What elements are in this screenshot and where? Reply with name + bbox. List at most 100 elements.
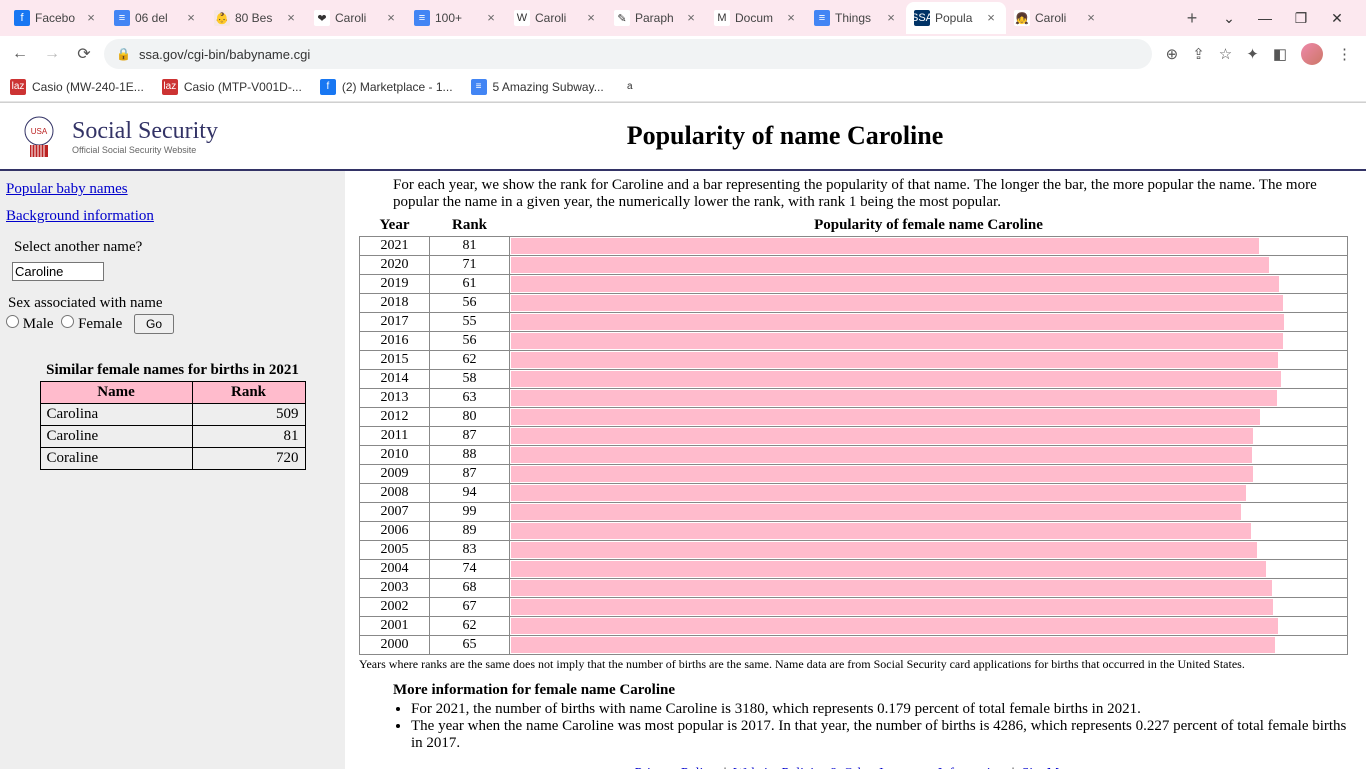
cell-rank: 62	[430, 617, 510, 636]
bookmark-item[interactable]: a	[622, 79, 644, 95]
cell-year: 2014	[360, 370, 430, 389]
cell-rank: 99	[430, 503, 510, 522]
tab-close-icon[interactable]: ×	[84, 11, 98, 25]
intro-text: For each year, we show the rank for Caro…	[359, 177, 1348, 211]
cell-rank: 71	[430, 256, 510, 275]
back-button[interactable]: ←	[8, 42, 32, 66]
minimize-button[interactable]: —	[1256, 10, 1274, 27]
cell-year: 2008	[360, 484, 430, 503]
table-row: 200368	[360, 579, 1348, 598]
bookmarks-bar: lazCasio (MW-240-1E... lazCasio (MTP-V001…	[0, 72, 1366, 102]
popularity-table: Year Rank Popularity of female name Caro…	[359, 215, 1348, 655]
tab-close-icon[interactable]: ×	[384, 11, 398, 25]
tab-close-icon[interactable]: ×	[284, 11, 298, 25]
cell-rank: 80	[430, 408, 510, 427]
svg-text:USA: USA	[31, 127, 48, 136]
profile-avatar[interactable]	[1301, 43, 1323, 65]
sidepanel-icon[interactable]: ◧	[1273, 45, 1287, 63]
bookmark-icon: a	[622, 79, 638, 95]
cell-rank: 61	[430, 275, 510, 294]
forward-button[interactable]: →	[40, 42, 64, 66]
address-bar[interactable]: 🔒 ssa.gov/cgi-bin/babyname.cgi	[104, 39, 1152, 69]
header-rank: Rank	[430, 215, 510, 237]
cell-year: 2011	[360, 427, 430, 446]
tab-close-icon[interactable]: ×	[784, 11, 798, 25]
browser-tab[interactable]: MDocum×	[706, 2, 806, 34]
name-input[interactable]	[12, 262, 104, 281]
browser-tab[interactable]: SSAPopula×	[906, 2, 1006, 34]
browser-tab[interactable]: ≡Things×	[806, 2, 906, 34]
favicon-icon: ✎	[614, 10, 630, 26]
cell-bar	[510, 313, 1348, 332]
tab-close-icon[interactable]: ×	[984, 11, 998, 25]
popularity-bar	[511, 523, 1251, 539]
popularity-bar	[511, 371, 1281, 387]
bookmark-item[interactable]: lazCasio (MTP-V001D-...	[162, 79, 302, 95]
popularity-bar	[511, 333, 1283, 349]
browser-tab[interactable]: 👧Caroli×	[1006, 2, 1106, 34]
bookmark-item[interactable]: lazCasio (MW-240-1E...	[10, 79, 144, 95]
browser-tab[interactable]: fFacebo×	[6, 2, 106, 34]
table-row: 201363	[360, 389, 1348, 408]
cell-year: 2016	[360, 332, 430, 351]
link-popular-names[interactable]: Popular baby names	[6, 181, 339, 198]
bookmark-label: 5 Amazing Subway...	[493, 80, 604, 94]
radio-female-label[interactable]: Female	[61, 316, 122, 332]
favicon-icon: f	[14, 10, 30, 26]
cell-bar	[510, 332, 1348, 351]
bookmark-item[interactable]: f(2) Marketplace - 1...	[320, 79, 453, 95]
link-background-info[interactable]: Background information	[6, 208, 339, 225]
menu-icon[interactable]: ⋮	[1337, 45, 1352, 63]
cell-bar	[510, 541, 1348, 560]
cell-year: 2002	[360, 598, 430, 617]
cell-year: 2001	[360, 617, 430, 636]
bookmark-label: Casio (MW-240-1E...	[32, 80, 144, 94]
table-row: 202181	[360, 237, 1348, 256]
browser-tab[interactable]: ❤Caroli×	[306, 2, 406, 34]
share-icon[interactable]: ⇪	[1192, 45, 1205, 63]
browser-tab[interactable]: WCaroli×	[506, 2, 606, 34]
tab-close-icon[interactable]: ×	[684, 11, 698, 25]
cell-rank: 56	[430, 294, 510, 313]
cell-bar	[510, 598, 1348, 617]
go-button[interactable]: Go	[134, 314, 174, 334]
tab-title: Caroli	[1035, 11, 1079, 25]
popularity-bar	[511, 466, 1253, 482]
star-icon[interactable]: ☆	[1219, 45, 1232, 63]
tab-close-icon[interactable]: ×	[584, 11, 598, 25]
tab-close-icon[interactable]: ×	[884, 11, 898, 25]
close-window-button[interactable]: ✕	[1328, 10, 1346, 27]
tab-close-icon[interactable]: ×	[1084, 11, 1098, 25]
reload-button[interactable]: ⟳	[72, 42, 96, 66]
browser-tab[interactable]: 👶80 Bes×	[206, 2, 306, 34]
extensions-icon[interactable]: ✦	[1246, 45, 1259, 63]
cell-year: 2005	[360, 541, 430, 560]
favicon-icon: 👶	[214, 10, 230, 26]
radio-male-label[interactable]: Male	[6, 316, 54, 332]
bookmark-item[interactable]: ≡5 Amazing Subway...	[471, 79, 604, 95]
cell-bar	[510, 484, 1348, 503]
table-row: 201088	[360, 446, 1348, 465]
browser-tab[interactable]: ≡100+×	[406, 2, 506, 34]
radio-male[interactable]	[6, 315, 19, 328]
ssa-title: Social Security	[72, 118, 218, 145]
new-tab-button[interactable]: +	[1178, 8, 1206, 29]
browser-tab[interactable]: ≡06 del×	[106, 2, 206, 34]
table-row: 201961	[360, 275, 1348, 294]
maximize-button[interactable]: ❐	[1292, 10, 1310, 27]
table-row: 201656	[360, 332, 1348, 351]
table-row: 201562	[360, 351, 1348, 370]
browser-tab[interactable]: ✎ Paraph ×	[606, 2, 706, 34]
zoom-icon[interactable]: ⊕	[1166, 45, 1179, 63]
popularity-bar	[511, 409, 1260, 425]
table-row: 201856	[360, 294, 1348, 313]
tab-close-icon[interactable]: ×	[184, 11, 198, 25]
tab-title: 06 del	[135, 11, 179, 25]
cell-rank: 67	[430, 598, 510, 617]
radio-female[interactable]	[61, 315, 74, 328]
tab-title: Paraph	[635, 11, 679, 25]
tab-close-icon[interactable]: ×	[484, 11, 498, 25]
cell-bar	[510, 294, 1348, 313]
cell-rank: 88	[430, 446, 510, 465]
chevron-down-icon[interactable]: ⌄	[1220, 10, 1238, 27]
